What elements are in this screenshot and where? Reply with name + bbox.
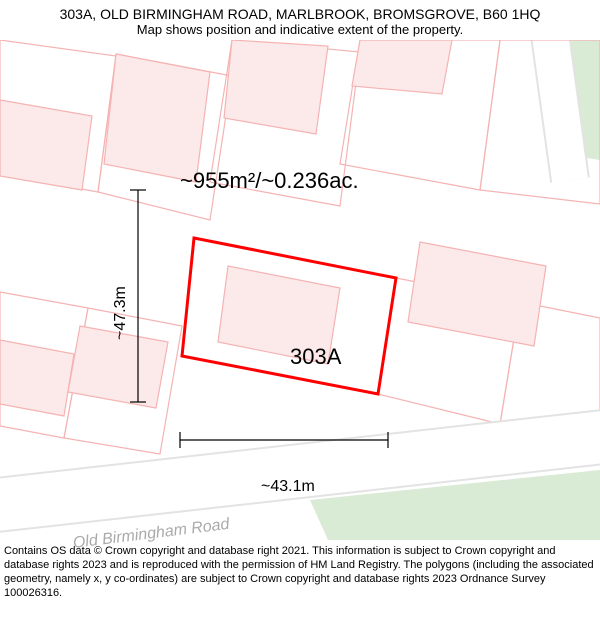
building-1: [104, 54, 210, 182]
copyright-footer: Contains OS data © Crown copyright and d…: [4, 544, 596, 600]
building-2: [224, 40, 328, 134]
height-dimension-label: ~47.3m: [112, 286, 130, 340]
building-5: [0, 340, 74, 416]
map-svg: [0, 40, 600, 540]
map-area: ~955m²/~0.236ac. 303A ~47.3m ~43.1m Old …: [0, 40, 600, 540]
area-label: ~955m²/~0.236ac.: [180, 168, 359, 194]
building-0: [0, 100, 92, 190]
header: 303A, OLD BIRMINGHAM ROAD, MARLBROOK, BR…: [0, 6, 600, 38]
side-road-fill: [548, 40, 570, 180]
plot-ref-label: 303A: [290, 344, 341, 370]
building-7: [408, 242, 546, 346]
width-dimension-label: ~43.1m: [261, 478, 315, 496]
building-3: [352, 40, 452, 94]
address-line: 303A, OLD BIRMINGHAM ROAD, MARLBROOK, BR…: [0, 6, 600, 22]
subtitle-line: Map shows position and indicative extent…: [0, 22, 600, 38]
